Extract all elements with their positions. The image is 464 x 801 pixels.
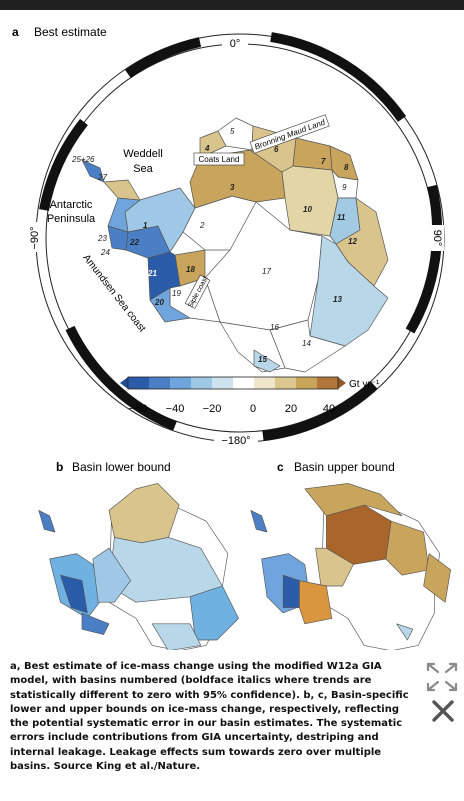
expand-button[interactable]	[422, 660, 462, 694]
figure: a Best estimate 0° −180° −90° 90°	[12, 25, 451, 650]
compass-top: 0°	[230, 38, 241, 50]
expand-icon	[426, 662, 458, 692]
colorbar-tick: 40	[323, 403, 335, 415]
compass-left: −90°	[29, 226, 41, 249]
basin-label-16: 16	[270, 323, 279, 332]
region-peninsula: Peninsula	[47, 213, 96, 225]
panel-b-letter: b	[56, 460, 63, 474]
colorbar-ticks: −60 −40 −20 0 20 40	[129, 403, 335, 415]
antarctica-map-c	[250, 483, 451, 650]
basin-label-21: 21	[147, 269, 157, 278]
basin-label-20: 20	[154, 298, 164, 307]
basin-label-4: 4	[204, 144, 210, 153]
basin-label-2: 2	[199, 221, 205, 230]
colorbar-cell	[170, 377, 192, 389]
basin-label-25-26: 25+26	[71, 155, 95, 164]
colorbar-cells	[128, 377, 339, 389]
basin-25-26	[81, 159, 105, 183]
colorbar-cell	[254, 377, 276, 389]
basin-label-17: 17	[262, 267, 271, 276]
region-antarctic: Antarctic	[50, 199, 93, 211]
basin-label-11: 11	[337, 213, 346, 222]
panel-a-title: Best estimate	[34, 25, 107, 39]
basin-27	[103, 179, 141, 201]
basin-label-24: 24	[100, 248, 110, 257]
colorbar-cell	[317, 377, 339, 389]
colorbar-tick: −20	[203, 403, 222, 415]
colorbar-tick: −40	[166, 403, 185, 415]
colorbar-tick: −60	[129, 403, 148, 415]
colorbar-tick: 20	[285, 403, 297, 415]
antarctica-map-b	[38, 483, 239, 650]
panel-a-letter: a	[12, 25, 19, 39]
antarctica-map-a	[81, 117, 389, 373]
top-bar	[0, 0, 464, 10]
colorbar-cell	[275, 377, 297, 389]
ring-black-segments	[39, 32, 443, 441]
compass-right: 90°	[431, 230, 443, 247]
colorbar-cell	[233, 377, 255, 389]
basin-label-6: 6	[274, 145, 279, 154]
region-weddell: Weddell	[123, 148, 163, 160]
colorbar-cell	[149, 377, 171, 389]
figure-caption: a, Best estimate of ice-mass change usin…	[10, 661, 409, 773]
basin-15	[253, 349, 281, 373]
colorbar-cell	[191, 377, 213, 389]
colorbar-cell	[212, 377, 234, 389]
panel-c-letter: c	[277, 460, 284, 474]
basin-label-14: 14	[302, 339, 311, 348]
basin-label-3: 3	[230, 183, 235, 192]
basin-7	[292, 137, 333, 171]
basin-label-5: 5	[230, 127, 235, 136]
basin-label-15: 15	[258, 355, 267, 364]
panel-c-title: Basin upper bound	[294, 460, 395, 474]
panel-b-title: Basin lower bound	[72, 460, 171, 474]
basin-label-18: 18	[186, 265, 195, 274]
basin-label-7: 7	[321, 157, 326, 166]
close-button[interactable]	[430, 698, 456, 724]
basin-label-12: 12	[348, 237, 357, 246]
basin-label-10: 10	[303, 205, 312, 214]
colorbar-tick: 0	[250, 403, 256, 415]
colorbar: Gt yr⁻¹ −60 −40 −20 0 20 40	[120, 376, 380, 415]
region-amundsen: Amundsen Sea coast	[80, 253, 147, 335]
region-sea: Sea	[133, 163, 153, 175]
basin-label-9: 9	[342, 183, 347, 192]
colorbar-unit: Gt yr⁻¹	[349, 379, 380, 390]
basin-label-13: 13	[333, 295, 342, 304]
basin-10	[281, 165, 339, 237]
basin-numbers-a: 1 2 3 4 5 6 7 8 9 10 11 12 13 14 15 16 1…	[71, 127, 357, 364]
basin-label-1: 1	[143, 221, 148, 230]
basin-label-8: 8	[344, 163, 349, 172]
basin-13	[309, 235, 389, 347]
colorbar-cell	[128, 377, 150, 389]
basin-label-23: 23	[97, 234, 107, 243]
basin-label-19: 19	[172, 289, 181, 298]
basin-label-22: 22	[129, 238, 139, 247]
close-icon	[432, 700, 454, 722]
region-coats-land: Coats Land	[199, 155, 240, 164]
basin-label-27: 27	[97, 173, 107, 182]
colorbar-cell	[296, 377, 318, 389]
compass-bottom: −180°	[221, 435, 250, 447]
